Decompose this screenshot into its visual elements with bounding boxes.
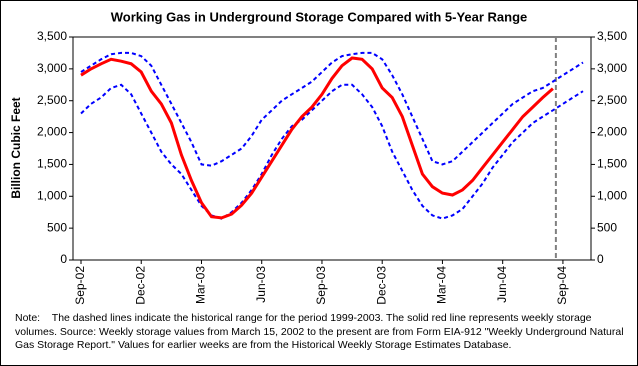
storage-line (80, 56, 554, 220)
y2-tick-label: 500 (597, 220, 617, 234)
x-tick-label: Mar-04 (435, 266, 449, 304)
y-tick-label: 2,500 (37, 93, 67, 107)
y-tick-label: 1,000 (37, 188, 67, 202)
x-tick-label: Sep-02 (73, 266, 87, 305)
y-tick-label: 2,000 (37, 125, 67, 139)
y-tick-label: 3,500 (37, 29, 67, 43)
y2-tick-label: 2,500 (597, 93, 627, 107)
y-tick-label: 0 (60, 252, 67, 266)
note-text: The dashed lines indicate the historical… (15, 312, 624, 351)
y2-tick-label: 0 (597, 252, 604, 266)
y2-tick-label: 2,000 (597, 125, 627, 139)
plot-area (72, 36, 592, 261)
y-tick-label: 1,500 (37, 157, 67, 171)
y2-tick-label: 3,500 (597, 29, 627, 43)
note: Note: The dashed lines indicate the hist… (15, 312, 627, 353)
y2-tick-label: 3,000 (597, 61, 627, 75)
x-tick-label: Dec-03 (374, 266, 388, 305)
chart-title: Working Gas in Underground Storage Compa… (111, 9, 528, 24)
range-line (80, 51, 584, 167)
note-label: Note: (15, 312, 41, 324)
y-axis-label: Billion Cubic Feet (9, 97, 23, 198)
range-line (80, 83, 584, 220)
x-tick-label: Jun-03 (254, 266, 268, 303)
y2-tick-label: 1,000 (597, 188, 627, 202)
x-tick-label: Sep-04 (555, 266, 569, 305)
x-tick-label: Mar-03 (194, 266, 208, 304)
x-tick-label: Sep-03 (314, 266, 328, 305)
x-tick-label: Dec-02 (133, 266, 147, 305)
x-tick-label: Jun-04 (495, 266, 509, 303)
y-tick-label: 500 (47, 220, 67, 234)
y2-tick-label: 1,500 (597, 157, 627, 171)
y-tick-label: 3,000 (37, 61, 67, 75)
chart: Working Gas in Underground Storage Compa… (9, 9, 627, 305)
